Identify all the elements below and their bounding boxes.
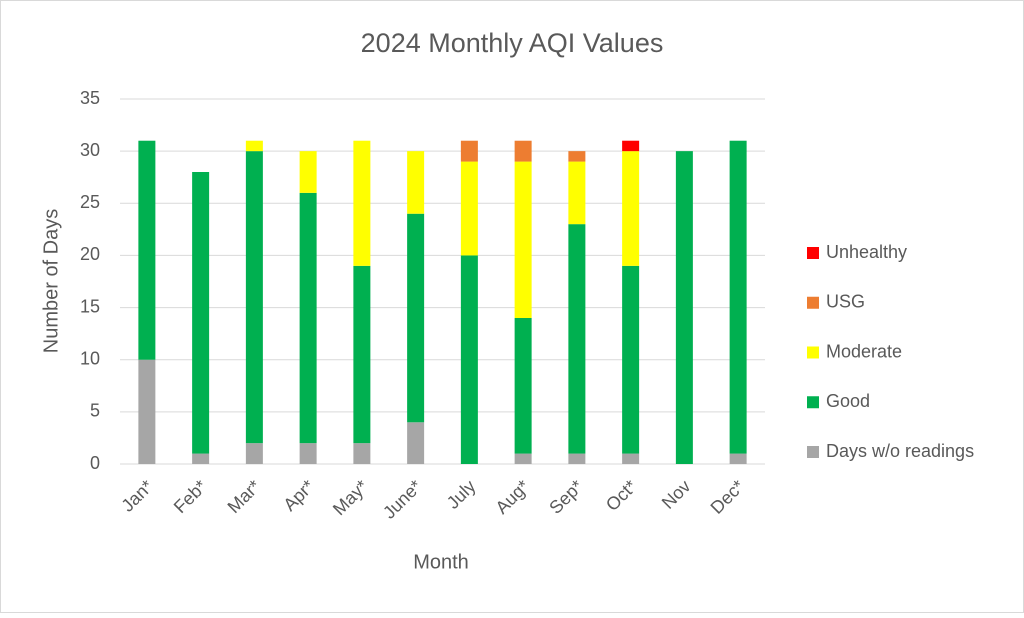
y-tick-label: 5 [90, 401, 100, 421]
bar-segment [245, 151, 263, 444]
legend-swatch [807, 446, 819, 458]
y-tick-label: 25 [80, 192, 100, 212]
bar-segment [138, 359, 156, 464]
legend-swatch [807, 396, 819, 409]
legend-label: Unhealthy [826, 242, 907, 262]
y-tick-label: 10 [80, 348, 100, 368]
bar-segment [514, 140, 532, 162]
y-tick-label: 0 [90, 453, 100, 473]
bar-segment [460, 255, 478, 464]
legend-swatch [807, 247, 819, 259]
bar-segment [622, 265, 640, 454]
bar-segment [568, 161, 586, 225]
chart-title: 2024 Monthly AQI Values [361, 28, 664, 58]
bar-segment [299, 443, 317, 464]
bar-segment [192, 172, 210, 454]
bar-segment [622, 140, 640, 152]
bar-segment [407, 213, 425, 423]
y-tick-label: 35 [80, 88, 100, 108]
bar-segment [353, 140, 371, 266]
bar-segment [514, 161, 532, 318]
bar-segment [407, 422, 425, 464]
y-tick-label: 20 [80, 244, 100, 264]
bar-segment [353, 443, 371, 464]
bar-segment [729, 453, 747, 464]
bar-segment [729, 140, 747, 454]
legend-label: Days w/o readings [826, 441, 974, 461]
bar-segment [460, 140, 478, 162]
y-tick-label: 15 [80, 296, 100, 316]
bar-segment [407, 151, 425, 214]
x-axis-title: Month [413, 551, 469, 573]
bar-segment [622, 453, 640, 464]
bar-segment [192, 453, 210, 464]
bar-segment [138, 140, 156, 360]
bar-segment [514, 318, 532, 454]
bar-segment [568, 453, 586, 464]
bar-segment [245, 140, 263, 152]
bar-segment [675, 151, 693, 464]
legend-label: USG [826, 292, 865, 312]
bar-segment [568, 151, 586, 162]
bar-segment [460, 161, 478, 256]
legend-swatch [807, 296, 819, 309]
bar-segment [514, 453, 532, 464]
legend-swatch [807, 346, 819, 359]
bar-segment [245, 443, 263, 464]
bar-segment [353, 265, 371, 444]
legend-label: Moderate [826, 341, 902, 361]
y-tick-label: 30 [80, 140, 100, 160]
y-axis-title: Number of Days [40, 209, 62, 354]
bar-segment [568, 224, 586, 454]
legend-label: Good [826, 391, 870, 411]
bar-segment [299, 192, 317, 444]
bar-segment [622, 151, 640, 266]
bar-segment [299, 151, 317, 193]
